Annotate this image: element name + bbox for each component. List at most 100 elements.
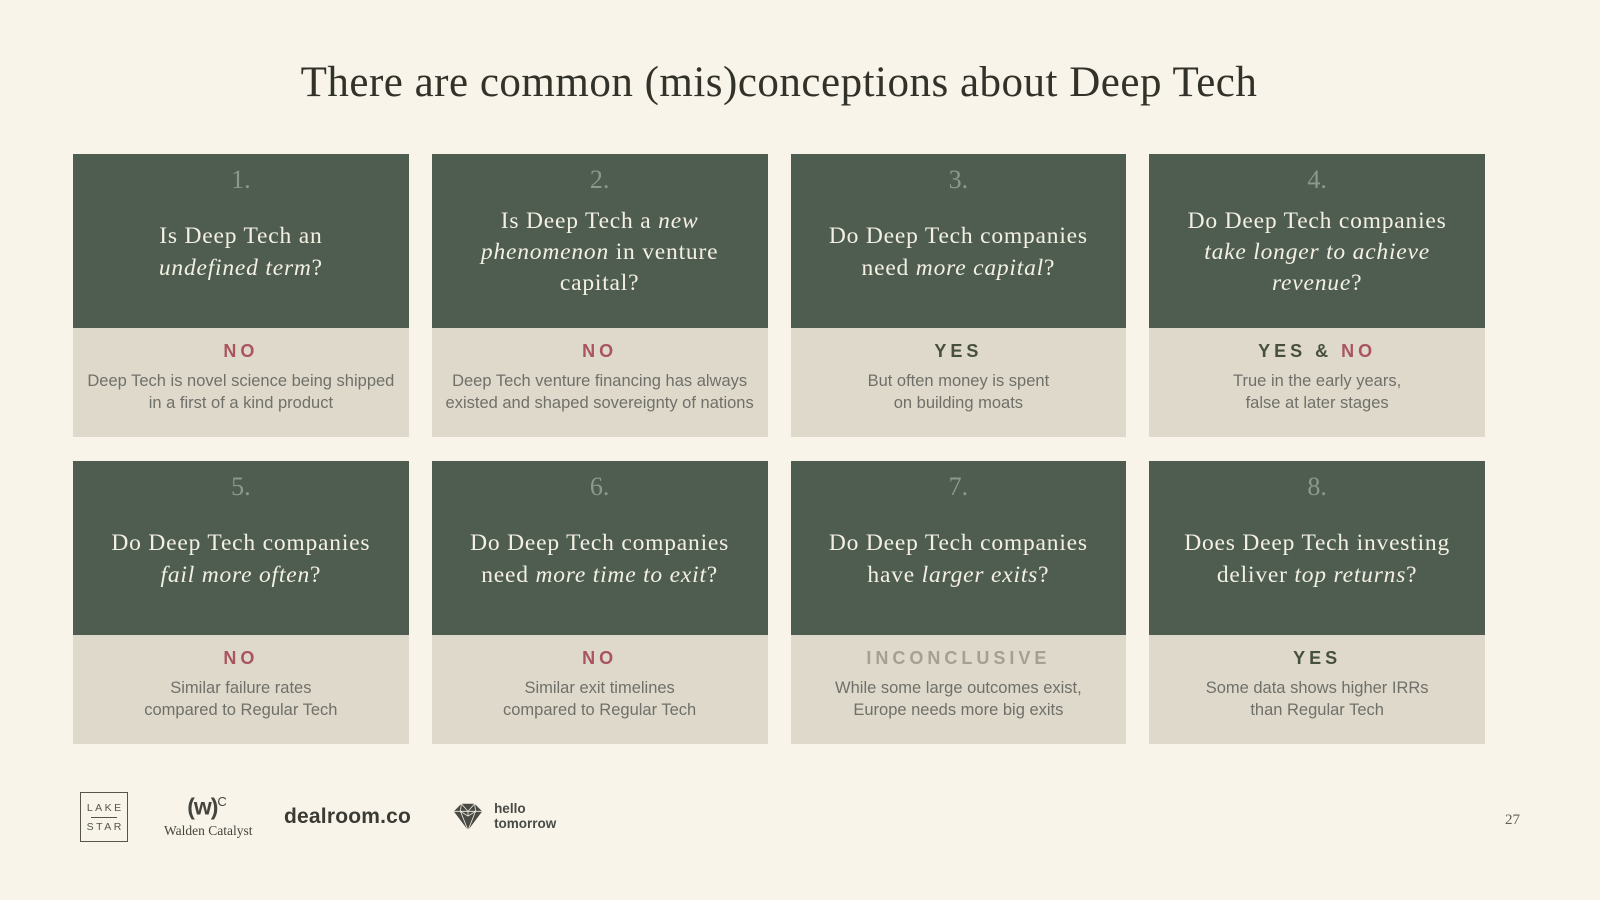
card-number: 6. [589,472,610,501]
card-answer-panel: YES Some data shows higher IRRs than Reg… [1149,635,1485,744]
card-verdict: YES & NO [1149,341,1485,363]
question-emphasis: new [658,207,699,234]
card-question-panel: 4. Do Deep Tech companies take longer to … [1149,154,1485,328]
misconception-card: 6. Do Deep Tech companies need more time … [431,461,768,744]
verdict-no: NO [1341,341,1377,361]
question-emphasis: take longer to achieve [1204,238,1430,265]
misconception-card: 1. Is Deep Tech an undefined term? NO Dee… [73,154,409,437]
card-number: 4. [1307,165,1327,194]
misconception-card: 8. Does Deep Tech investing deliver top r… [1149,461,1485,744]
question-text: ? [311,254,323,281]
card-answer-panel: YES & NO True in the early years, false … [1149,328,1485,437]
hello-tomorrow-line2: tomorrow [494,816,557,831]
question-text: in venture [609,238,719,265]
footer-logos: LAKE STAR (w)C Walden Catalyst dealroom.… [80,786,556,848]
page-number: 27 [1505,812,1520,828]
card-question-wrap: Do Deep Tech companies take longer to ach… [1188,193,1447,322]
card-verdict: YES [791,341,1127,363]
question-text: Do Deep Tech companies [470,530,730,557]
card-question-wrap: Do Deep Tech companies have larger exits? [829,500,1088,629]
card-question-wrap: Does Deep Tech investing deliver top retu… [1184,500,1450,629]
card-question-panel: 6. Do Deep Tech companies need more time … [431,461,768,635]
question-emphasis: more time to exit [535,561,707,588]
misconception-card: 3. Do Deep Tech companies need more capit… [790,154,1127,437]
card-description: While some large outcomes exist, Europe … [835,678,1082,720]
card-verdict: NO [432,648,768,670]
card-answer-panel: NO Similar exit timelines compared to Re… [431,635,768,744]
card-question-panel: 8. Does Deep Tech investing deliver top r… [1149,461,1485,635]
card-question-panel: 1. Is Deep Tech an undefined term? [73,154,409,328]
question-text: Do Deep Tech companies [828,530,1088,557]
question-emphasis: undefined term [158,254,312,281]
card-number: 2. [589,165,610,194]
card-question: Is Deep Tech a new phenomenon in venture c… [481,206,718,300]
card-question-wrap: Do Deep Tech companies need more time to … [470,500,729,629]
card-number: 1. [231,165,251,194]
question-text: Is Deep Tech an [159,223,323,250]
card-question-panel: 3. Do Deep Tech companies need more capit… [790,154,1127,328]
walden-mark-text: (w) [187,793,218,820]
card-answer-panel: INCONCLUSIVE While some large outcomes e… [790,635,1127,744]
lakestar-logo-box: LAKE STAR [80,792,128,842]
card-number: 8. [1307,472,1327,501]
question-text: ? [1043,254,1056,281]
question-text: ? [1038,561,1050,588]
card-question-wrap: Is Deep Tech an undefined term? [159,193,323,322]
verdict-yes: YES [1293,648,1342,668]
card-verdict: YES [1149,648,1485,670]
card-description: Similar exit timelines compared to Regul… [503,678,697,720]
card-verdict: NO [73,648,409,670]
cards-grid: 1. Is Deep Tech an undefined term? NO Dee… [73,154,1485,744]
slide-title: There are common (mis)conceptions about … [300,59,1258,106]
card-answer-panel: NO Deep Tech is novel science being ship… [73,328,409,437]
card-question: Do Deep Tech companies need more time to … [470,528,729,591]
card-answer-panel: YES But often money is spent on building… [790,328,1127,437]
question-emphasis: more capital [915,254,1044,281]
card-description: But often money is spent on building moa… [867,371,1050,413]
question-text: deliver [1216,561,1295,588]
card-verdict: NO [73,341,409,363]
misconception-card: 4. Do Deep Tech companies take longer to … [1149,154,1485,437]
walden-catalyst-name: Walden Catalyst [164,822,253,838]
card-description: Deep Tech venture financing has always e… [445,371,754,413]
misconception-card: 5. Do Deep Tech companies fail more often… [73,461,409,744]
card-question-panel: 5. Do Deep Tech companies fail more often… [73,461,409,635]
card-question-wrap: Do Deep Tech companies fail more often? [111,500,370,629]
verdict-yes: YES [934,341,983,361]
hello-tomorrow-logo: hello tomorrow [449,799,556,835]
question-emphasis: top returns [1294,561,1407,588]
card-number: 3. [948,165,969,194]
card-question: Do Deep Tech companies fail more often? [111,528,370,591]
hello-tomorrow-line1: hello [494,801,526,817]
question-emphasis: phenomenon [480,238,610,265]
question-text: ? [310,561,322,588]
question-text: Do Deep Tech companies [1187,207,1447,234]
verdict-no: NO [223,341,259,361]
card-question-panel: 7. Do Deep Tech companies have larger exi… [790,461,1127,635]
question-text: capital? [559,270,640,297]
card-question: Do Deep Tech companies have larger exits? [829,528,1088,591]
verdict-no: NO [582,341,618,361]
question-text: ? [1351,270,1363,297]
question-text: ? [1406,561,1418,588]
walden-catalyst-icon: (w)C [164,795,250,819]
walden-catalyst-logo: (w)C Walden Catalyst [164,795,253,839]
lakestar-line1: LAKE [86,801,124,814]
question-text: Is Deep Tech a [500,207,659,234]
card-number: 7. [948,472,969,501]
misconception-card: 7. Do Deep Tech companies have larger exi… [790,461,1127,744]
lakestar-line2: STAR [86,820,124,833]
card-question-wrap: Do Deep Tech companies need more capital? [829,193,1088,322]
card-question: Do Deep Tech companies take longer to ach… [1188,206,1447,300]
card-description: Similar failure rates compared to Regula… [144,678,338,720]
dealroom-logo-text: dealroom.co [284,805,412,828]
question-text: ? [706,561,719,588]
card-number: 5. [231,472,251,501]
card-verdict: INCONCLUSIVE [791,648,1127,670]
question-text: have [867,561,922,588]
card-question-wrap: Is Deep Tech a new phenomenon in venture c… [481,193,718,322]
card-verdict: NO [432,341,768,363]
lakestar-divider [91,816,117,818]
card-description: True in the early years, false at later … [1233,371,1402,413]
